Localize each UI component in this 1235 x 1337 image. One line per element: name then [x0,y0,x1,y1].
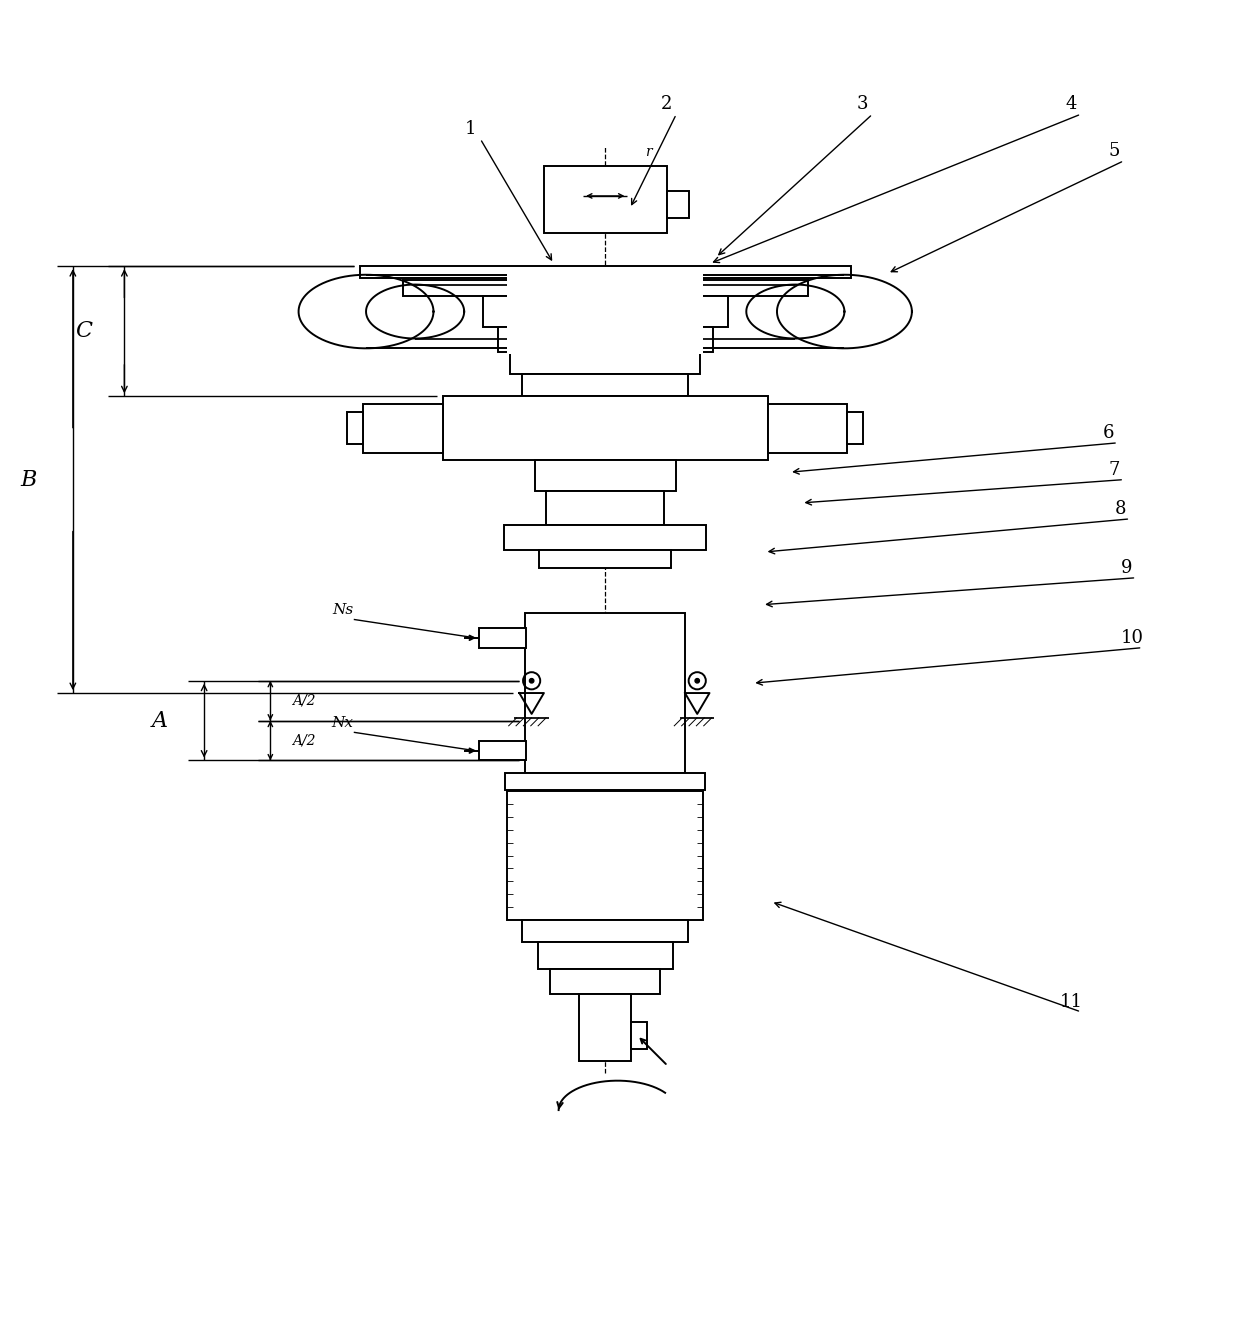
Bar [479,741,526,761]
Bar [479,628,526,647]
Text: 3: 3 [857,95,868,114]
Bar [483,295,727,328]
Text: A/2: A/2 [293,694,316,707]
Bar [579,993,631,1062]
Text: 8: 8 [1115,500,1126,517]
Text: 5: 5 [1109,142,1120,160]
Bar [550,969,661,993]
Text: 1: 1 [464,120,475,138]
Bar [546,491,664,525]
Text: 6: 6 [1103,424,1114,443]
Bar [847,412,863,444]
Text: 4: 4 [1066,95,1077,114]
Bar [768,404,847,453]
Bar [543,166,667,233]
Bar [522,374,688,396]
Bar [535,460,676,491]
Circle shape [695,679,699,683]
Circle shape [530,679,534,683]
Text: 7: 7 [1109,461,1120,479]
Bar [363,404,442,453]
Bar [538,550,672,568]
Bar [508,269,704,354]
Text: Nx: Nx [332,715,353,730]
Bar [498,328,713,352]
Text: C: C [75,320,93,342]
Bar [403,279,808,295]
Text: B: B [21,468,37,491]
Bar [667,191,689,218]
Bar [505,773,705,790]
Bar [522,920,688,943]
Text: r: r [645,144,652,159]
Text: 11: 11 [1060,993,1083,1011]
Text: A/2: A/2 [293,734,316,747]
Bar [359,266,851,278]
Bar [526,614,685,773]
Text: A: A [152,710,168,731]
Bar [442,396,768,460]
Bar [537,943,673,969]
Text: 10: 10 [1121,628,1144,647]
Bar [508,792,704,920]
Text: 9: 9 [1121,559,1132,576]
Bar [631,1021,647,1048]
Bar [510,352,700,374]
Text: Ns: Ns [332,603,353,616]
Bar [504,525,706,550]
Text: 2: 2 [661,95,672,114]
Bar [347,412,363,444]
